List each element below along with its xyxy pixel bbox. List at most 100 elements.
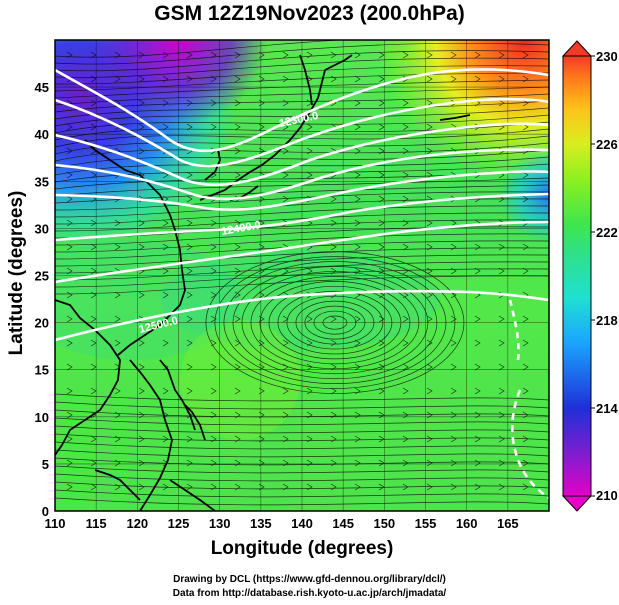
wind-arrow [354, 171, 361, 179]
wind-arrow [426, 315, 433, 323]
wind-arrow [330, 363, 337, 371]
wind-arrow [450, 219, 457, 227]
wind-arrow [450, 387, 457, 395]
wind-arrow [426, 123, 433, 131]
wind-arrow [234, 75, 241, 83]
wind-arrow [282, 387, 289, 395]
wind-arrow [186, 75, 193, 83]
wind-arrow [426, 75, 433, 83]
wind-arrow [426, 243, 433, 251]
wind-arrow [186, 387, 193, 395]
x-tick-label: 130 [209, 516, 231, 531]
wind-arrow [234, 267, 241, 275]
y-tick-label: 0 [42, 504, 49, 519]
wind-arrow [210, 315, 217, 323]
wind-arrow [402, 51, 409, 59]
wind-arrow [378, 291, 385, 299]
wind-arrow [234, 483, 241, 491]
wind-arrow [66, 387, 73, 395]
wind-arrow [66, 459, 73, 467]
wind-arrow [114, 51, 121, 59]
wind-arrow [522, 267, 529, 275]
wind-arrow [354, 99, 361, 107]
wind-arrow [522, 171, 529, 179]
colorbar-label: 226 [596, 137, 618, 152]
wind-arrow [378, 195, 385, 203]
wind-arrow [66, 339, 73, 347]
streamline [55, 142, 549, 162]
y-tick-label: 40 [35, 127, 49, 142]
colorbar-label: 218 [596, 313, 618, 328]
wind-arrow [330, 51, 337, 59]
wind-arrow [162, 99, 169, 107]
wind-arrow [114, 219, 121, 227]
wind-arrow [426, 435, 433, 443]
wind-arrow [138, 435, 145, 443]
wind-arrow [186, 339, 193, 347]
wind-arrow [234, 219, 241, 227]
wind-arrow [426, 291, 433, 299]
plot-frame [54, 39, 550, 512]
wind-arrow [402, 219, 409, 227]
wind-arrow [234, 387, 241, 395]
wind-arrow [426, 363, 433, 371]
wind-arrow [522, 435, 529, 443]
wind-arrow [498, 363, 505, 371]
wind-arrow [306, 363, 313, 371]
wind-arrow [498, 483, 505, 491]
streamline [55, 205, 549, 225]
wind-arrow [354, 219, 361, 227]
wind-arrow [210, 435, 217, 443]
wind-arrow [66, 123, 73, 131]
wind-arrow [402, 315, 409, 323]
wind-arrow [138, 123, 145, 131]
wind-arrow [66, 483, 73, 491]
wind-arrow [138, 483, 145, 491]
wind-arrow [234, 123, 241, 131]
wind-arrow [138, 219, 145, 227]
wind-arrow [474, 459, 481, 467]
wind-arrow [330, 315, 337, 323]
wind-arrow [186, 195, 193, 203]
x-tick-label: 155 [415, 516, 437, 531]
wind-arrow [330, 459, 337, 467]
wind-arrow [450, 483, 457, 491]
wind-arrow [66, 171, 73, 179]
streamline [55, 40, 345, 58]
wind-arrow [210, 75, 217, 83]
wind-arrow [450, 315, 457, 323]
y-tick-label: 45 [35, 80, 49, 95]
wind-arrow [354, 435, 361, 443]
wind-arrow [138, 75, 145, 83]
wind-arrow [378, 243, 385, 251]
wind-arrow [522, 387, 529, 395]
x-tick-labels: 110 115 120 125 130 135 140 145 150 155 160 165 [45, 516, 519, 531]
wind-arrow [354, 267, 361, 275]
wind-arrow [330, 339, 337, 347]
credit-data: Data from http://database.rish.kyoto-u.a… [172, 588, 447, 599]
wind-arrow [66, 435, 73, 443]
wind-arrow [210, 459, 217, 467]
wind-arrow [474, 315, 481, 323]
wind-arrow [186, 51, 193, 59]
wind-arrow [282, 195, 289, 203]
wind-arrow [66, 219, 73, 227]
wind-arrow [162, 51, 169, 59]
wind-arrow [378, 339, 385, 347]
colorbar-body [562, 55, 592, 497]
wind-arrow [498, 387, 505, 395]
wind-arrow [282, 147, 289, 155]
chart-title: GSM 12Z19Nov2023 (200.0hPa) [154, 2, 465, 25]
wind-arrow [210, 291, 217, 299]
wind-arrow [450, 291, 457, 299]
wind-arrow [282, 51, 289, 59]
wind-arrow [186, 459, 193, 467]
wind-arrow [522, 363, 529, 371]
wind-arrow [426, 171, 433, 179]
wind-arrow [210, 387, 217, 395]
wind-arrow [162, 387, 169, 395]
wind-arrow [138, 51, 145, 59]
wind-arrow [402, 435, 409, 443]
wind-arrow [402, 291, 409, 299]
wind-arrow [282, 459, 289, 467]
